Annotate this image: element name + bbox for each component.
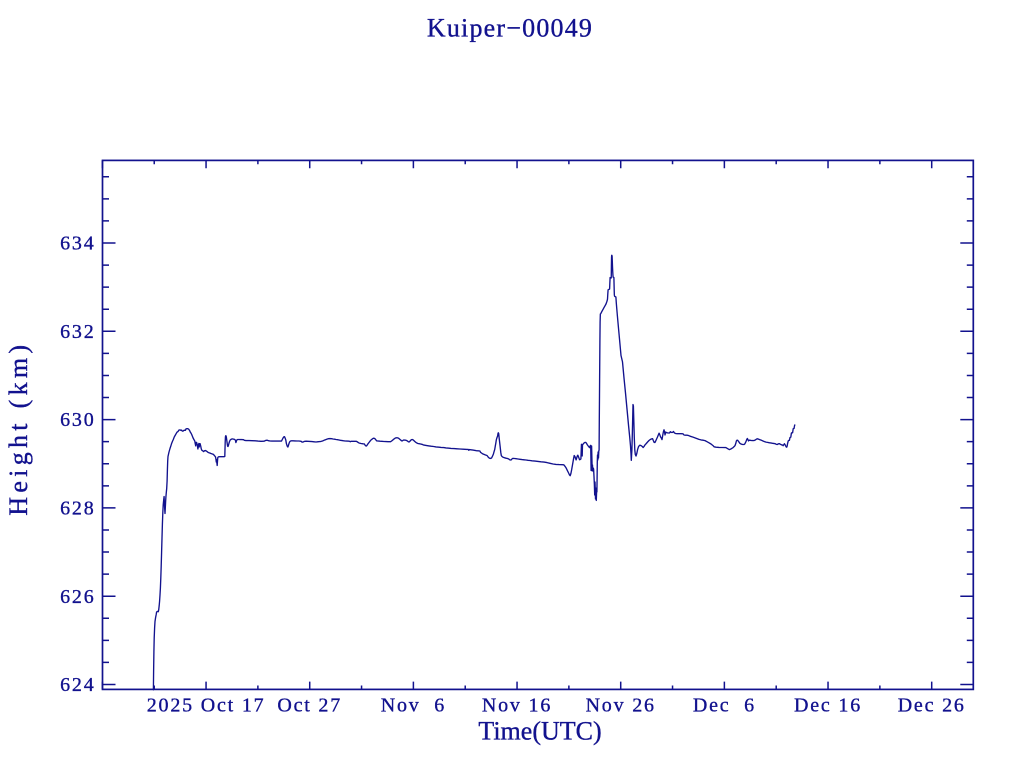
svg-text:634: 634	[60, 233, 95, 255]
svg-text:630: 630	[60, 409, 95, 431]
svg-text:Dec 6: Dec 6	[693, 695, 756, 717]
svg-text:Dec 16: Dec 16	[794, 695, 862, 717]
svg-text:632: 632	[60, 321, 95, 343]
svg-text:Dec 26: Dec 26	[898, 695, 966, 717]
svg-text:2025 Oct 17: 2025 Oct 17	[147, 695, 266, 717]
svg-text:Nov 26: Nov 26	[586, 695, 656, 717]
svg-text:628: 628	[60, 498, 95, 520]
svg-text:Time(UTC): Time(UTC)	[478, 717, 601, 746]
svg-text:Nov 6: Nov 6	[381, 695, 446, 717]
svg-text:Nov 16: Nov 16	[482, 695, 552, 717]
svg-text:624: 624	[60, 674, 95, 696]
svg-text:626: 626	[60, 586, 95, 608]
svg-text:Oct 27: Oct 27	[277, 695, 342, 717]
svg-text:Height (km): Height (km)	[4, 341, 33, 516]
svg-text:Kuiper−00049: Kuiper−00049	[427, 14, 593, 43]
